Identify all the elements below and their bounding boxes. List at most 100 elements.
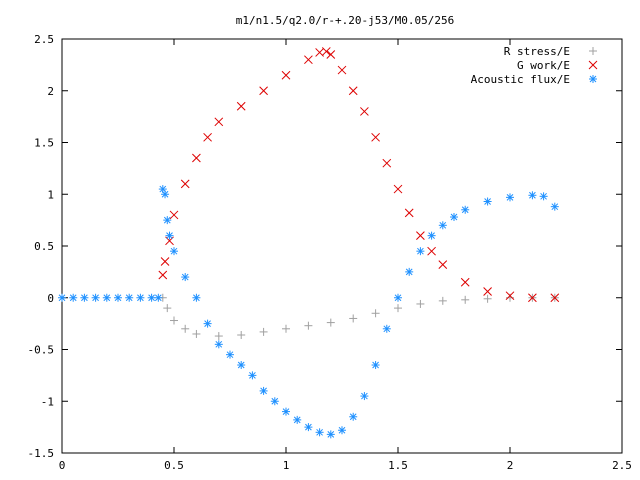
data-point <box>259 86 268 96</box>
data-point <box>80 293 89 302</box>
data-point <box>170 316 178 325</box>
data-point <box>371 361 380 370</box>
data-point <box>114 293 122 302</box>
data-point <box>506 193 514 202</box>
data-point <box>326 50 336 59</box>
data-point <box>147 293 156 302</box>
data-point <box>349 314 358 323</box>
data-point <box>450 213 458 222</box>
data-point <box>427 231 436 240</box>
data-point <box>394 293 402 302</box>
data-point <box>416 247 425 256</box>
series-2 <box>58 185 559 439</box>
data-point <box>427 246 436 256</box>
y-tick-label: 2.5 <box>34 33 54 46</box>
data-point <box>393 184 403 194</box>
legend-label: G work/E <box>517 59 570 72</box>
x-tick-label: 2.5 <box>612 459 632 472</box>
data-point <box>58 293 66 302</box>
data-point <box>371 132 380 142</box>
data-point <box>304 55 313 65</box>
data-point <box>348 86 358 96</box>
data-point <box>293 415 302 424</box>
data-point <box>248 371 257 380</box>
y-tick-label: -1 <box>41 395 54 408</box>
data-point <box>550 202 559 211</box>
data-point <box>338 426 346 435</box>
data-point <box>349 412 358 421</box>
y-tick-label: 1 <box>47 188 54 201</box>
data-point <box>405 267 414 276</box>
data-point <box>270 397 279 406</box>
data-point <box>326 318 335 327</box>
data-point <box>69 293 78 302</box>
data-point <box>483 197 492 206</box>
legend-marker <box>589 47 597 55</box>
data-point <box>382 158 392 168</box>
data-point <box>158 270 168 280</box>
legend-marker <box>589 75 597 83</box>
data-point <box>539 192 548 201</box>
series-0 <box>158 293 559 341</box>
data-point <box>163 304 172 313</box>
data-point <box>460 277 470 287</box>
data-point <box>192 293 201 302</box>
x-tick-label: 1 <box>283 459 290 472</box>
data-point <box>337 65 347 75</box>
data-point <box>154 293 163 302</box>
data-point <box>259 327 268 336</box>
data-point <box>214 332 223 341</box>
data-point <box>281 70 291 80</box>
data-point <box>438 296 447 305</box>
data-point <box>192 329 201 338</box>
data-point <box>438 260 448 269</box>
data-point <box>282 324 290 333</box>
data-point <box>461 205 470 214</box>
data-point <box>136 293 145 302</box>
legend-label: R stress/E <box>504 45 570 58</box>
data-point <box>237 331 246 340</box>
data-point <box>550 293 560 303</box>
data-point <box>214 340 223 349</box>
data-point <box>304 321 313 330</box>
data-point <box>326 430 335 439</box>
data-point <box>404 208 414 218</box>
data-point <box>181 273 190 282</box>
x-tick-label: 0 <box>59 459 66 472</box>
y-tick-label: -1.5 <box>28 447 55 460</box>
data-point <box>483 294 492 303</box>
data-point <box>102 293 111 302</box>
data-point <box>163 216 172 225</box>
data-point <box>125 293 134 302</box>
data-point <box>259 386 268 395</box>
x-tick-label: 2 <box>507 459 514 472</box>
y-tick-label: -0.5 <box>28 344 55 357</box>
data-point <box>161 190 170 199</box>
data-point <box>416 231 425 241</box>
data-point <box>180 179 190 189</box>
data-point <box>226 350 234 359</box>
data-point <box>394 304 402 313</box>
x-tick-label: 1.5 <box>388 459 408 472</box>
data-point <box>505 291 515 301</box>
data-point <box>371 309 380 318</box>
data-point <box>360 392 369 401</box>
data-point <box>170 247 178 256</box>
y-tick-label: 0 <box>47 292 54 305</box>
data-point <box>236 101 246 111</box>
data-point <box>461 295 470 304</box>
data-point <box>192 153 201 163</box>
series-layer <box>58 47 560 439</box>
data-point <box>483 287 492 296</box>
data-point <box>382 324 391 333</box>
data-point <box>169 210 179 220</box>
data-point <box>203 132 212 142</box>
y-tick-label: 2 <box>47 85 54 98</box>
y-tick-label: 1.5 <box>34 137 54 150</box>
data-point <box>165 231 174 240</box>
data-point <box>304 423 313 432</box>
data-point <box>360 107 369 116</box>
